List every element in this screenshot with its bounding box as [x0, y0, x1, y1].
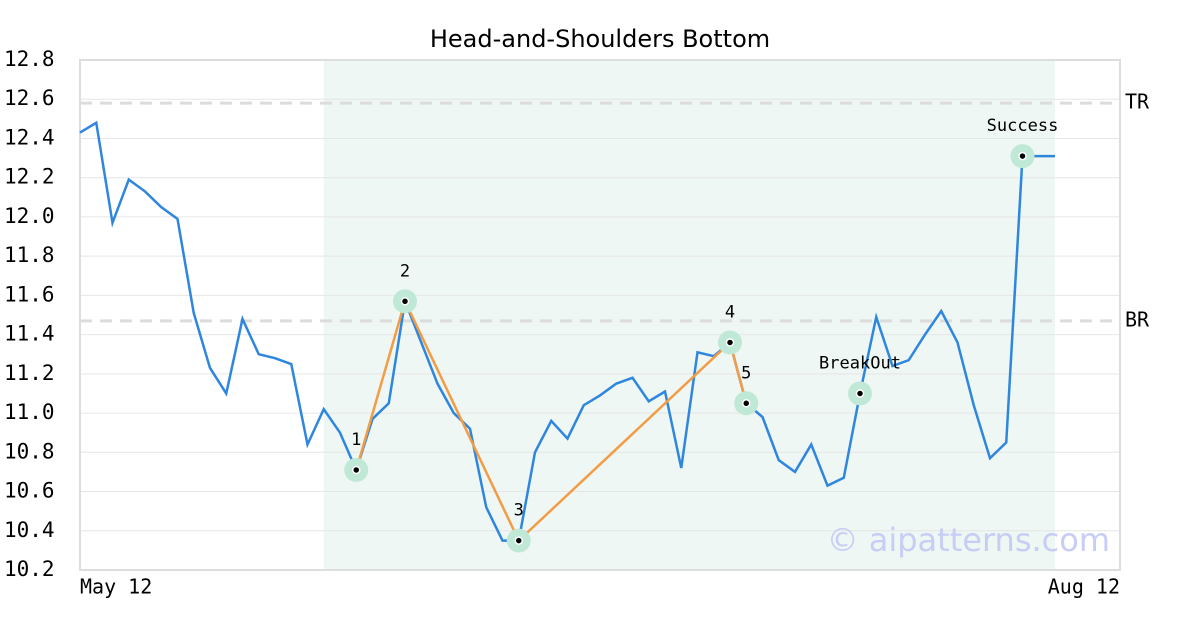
- y-tick-label: 10.4: [4, 518, 55, 542]
- plot-frame: [79, 59, 1121, 571]
- point-label: 5: [741, 363, 751, 383]
- point-dot: [514, 536, 523, 545]
- y-tick-label: 12.8: [4, 47, 55, 71]
- y-tick-label: 10.6: [4, 479, 55, 503]
- x-tick-label: May 12: [80, 575, 152, 599]
- chart-title: Head-and-Shoulders Bottom: [430, 25, 770, 53]
- point-dot: [400, 297, 410, 306]
- level-label: TR: [1125, 90, 1150, 114]
- y-tick-label: 11.2: [4, 361, 55, 385]
- point-dot: [725, 338, 735, 347]
- pattern-region: [323, 60, 1055, 570]
- y-tick-label: 11.4: [4, 322, 55, 346]
- point-dot: [855, 389, 865, 398]
- point-dot: [742, 399, 751, 408]
- y-tick-label: 10.2: [4, 557, 55, 581]
- point-dot: [1018, 151, 1027, 161]
- y-tick-label: 12.6: [4, 86, 55, 110]
- point-label: 3: [514, 501, 524, 521]
- y-tick-label: 12.4: [4, 125, 55, 149]
- y-tick-label: 11.6: [4, 282, 55, 306]
- point-label: 4: [725, 302, 735, 322]
- point-label: 2: [400, 261, 410, 281]
- watermark: © aipatterns.com: [827, 521, 1110, 559]
- y-tick-label: 12.2: [4, 165, 55, 189]
- level-label: BR: [1125, 307, 1150, 331]
- price-line: [79, 120, 1055, 542]
- y-tick-label: 12.0: [4, 204, 55, 228]
- point-label: 1: [351, 430, 361, 450]
- point-label: BreakOut: [819, 353, 901, 373]
- y-tick-label: 10.8: [4, 439, 55, 463]
- point-label: Success: [987, 116, 1059, 136]
- point-dot: [352, 465, 361, 475]
- y-tick-label: 11.0: [4, 400, 55, 424]
- x-tick-label: Aug 12: [1048, 575, 1120, 599]
- y-tick-label: 11.8: [4, 243, 55, 267]
